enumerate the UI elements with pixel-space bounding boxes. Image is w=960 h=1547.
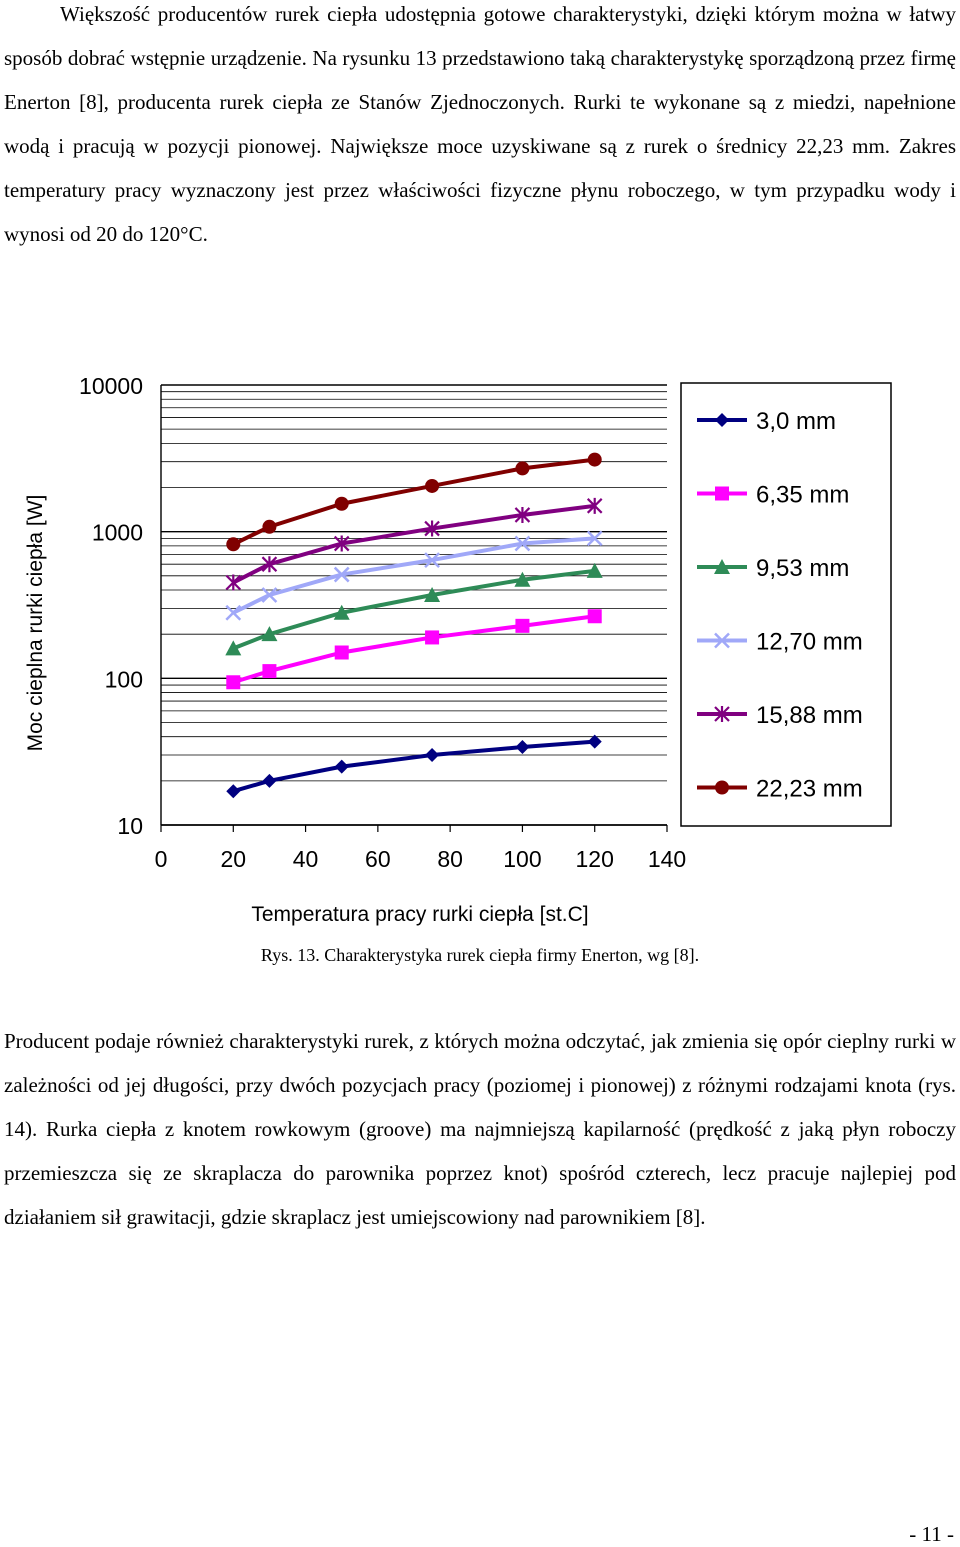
series-line: [232, 739, 595, 794]
legend-box: [680, 382, 892, 827]
caption-text: Rys. 13. Charakterystyka rurek ciepła fi…: [260, 945, 700, 965]
second-paragraph: Producent podaje również charakterystyki…: [4, 1029, 956, 1229]
series-2: [226, 609, 602, 690]
x-tick-label: 100: [503, 846, 541, 872]
data-point: [261, 626, 278, 642]
data-point: [514, 571, 531, 587]
data-point: [425, 630, 440, 645]
legend-item: 12,70 mm: [697, 629, 863, 656]
data-point: [424, 552, 440, 568]
y-tick-label: 10000: [79, 373, 143, 399]
legend-marker: [714, 559, 730, 574]
x-tick-label: 140: [648, 846, 686, 872]
data-point: [333, 566, 350, 583]
series-line: [232, 614, 595, 685]
data-point: [587, 734, 602, 749]
data-point: [515, 618, 530, 633]
series-lines: [225, 452, 603, 799]
data-point: [425, 478, 440, 493]
x-tick-label: 40: [293, 846, 319, 872]
data-point: [333, 535, 350, 552]
x-axis-label: Temperatura pracy rurki ciepła [st.C]: [251, 903, 588, 926]
legend-item: 15,88 mm: [697, 702, 863, 729]
data-point: [425, 748, 440, 763]
data-point: [334, 759, 349, 774]
data-point: [261, 587, 278, 603]
data-point: [334, 645, 349, 660]
data-point: [262, 664, 277, 679]
data-point: [225, 604, 242, 621]
series-6: [226, 452, 602, 552]
legend-label: 22,23 mm: [756, 776, 863, 803]
data-point: [515, 461, 530, 476]
data-point: [587, 452, 602, 467]
legend-label: 12,70 mm: [756, 629, 863, 656]
intro-paragraph: Większość producentów rurek ciepła udost…: [4, 2, 956, 246]
series-1: [226, 734, 602, 799]
data-point: [226, 675, 241, 690]
data-point: [515, 740, 530, 755]
series-4: [225, 530, 603, 621]
series-line: [232, 536, 595, 615]
data-point: [225, 574, 242, 591]
legend-marker: [714, 706, 730, 722]
legend-marker: [715, 486, 729, 501]
legend-item: 3,0 mm: [697, 408, 836, 435]
legend-label: 3,0 mm: [756, 408, 836, 435]
y-tick-label: 100: [105, 666, 143, 692]
legend-marker: [715, 780, 729, 795]
legend-label: 6,35 mm: [756, 482, 849, 509]
data-point: [586, 497, 603, 514]
y-tick-label: 1000: [92, 520, 143, 546]
data-point: [586, 562, 603, 578]
x-tick-label: 60: [365, 846, 391, 872]
y-axis-label: Moc cieplna rurki ciepła [W]: [24, 495, 47, 752]
legend-item: 6,35 mm: [697, 482, 849, 509]
data-point: [424, 586, 441, 602]
data-point: [226, 784, 241, 799]
legend-marker: [714, 632, 730, 649]
data-point: [586, 530, 603, 547]
series-5: [225, 497, 603, 591]
y-tick-label: 10: [117, 813, 143, 839]
legend-label: 15,88 mm: [756, 702, 863, 729]
legend-label: 9,53 mm: [756, 555, 849, 582]
legend-item: 22,23 mm: [697, 776, 863, 803]
x-tick-label: 0: [155, 846, 168, 872]
series-3: [225, 562, 603, 656]
data-point: [514, 535, 531, 552]
legend-item: 9,53 mm: [697, 555, 849, 582]
tick-labels: 0 20 40 60 80 100 120 140 10 100 1000 10000: [79, 373, 686, 872]
heat-pipe-power-chart: 0 20 40 60 80 100 120 140 10 100 1000 10000 Tempera…: [24, 373, 892, 926]
x-tick-label: 120: [576, 846, 614, 872]
axes: [160, 385, 668, 832]
series-line: [232, 568, 595, 651]
x-tick-label: 80: [437, 846, 463, 872]
chart-legend: 3,0 mm 6,35 mm 9,53 mm 12,70 mm 15,88 mm 22,2…: [680, 382, 892, 827]
page-number: - 11 -: [909, 1522, 954, 1546]
data-point: [514, 506, 531, 523]
data-point: [262, 519, 277, 534]
data-point: [226, 537, 241, 552]
data-point: [587, 609, 602, 624]
legend-marker: [715, 413, 729, 427]
x-tick-label: 20: [220, 846, 246, 872]
figure-caption: Rys. 13. Charakterystyka rurek ciepła fi…: [0, 945, 960, 966]
data-point: [334, 496, 349, 511]
data-point: [225, 640, 242, 656]
data-point: [262, 773, 277, 788]
data-point: [333, 604, 350, 620]
series-line: [232, 503, 595, 585]
data-point: [261, 556, 278, 573]
data-point: [424, 520, 440, 537]
